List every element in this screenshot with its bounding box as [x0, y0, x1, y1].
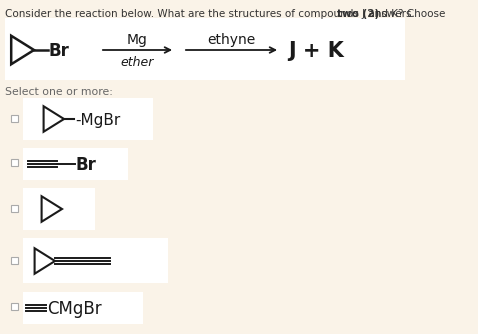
Text: answers.: answers.	[365, 9, 415, 19]
Bar	[23, 148, 128, 180]
Bar	[23, 238, 168, 283]
Bar	[11, 159, 18, 166]
Text: ethyne: ethyne	[207, 33, 256, 47]
Text: Br: Br	[76, 156, 97, 174]
Text: J + K: J + K	[288, 41, 344, 61]
Bar	[11, 303, 18, 310]
Text: Br: Br	[49, 42, 70, 60]
Bar	[23, 292, 143, 324]
Text: Consider the reaction below. What are the structures of compounds J and K? Choos: Consider the reaction below. What are th…	[5, 9, 449, 19]
Bar	[23, 98, 153, 140]
Bar	[23, 188, 95, 230]
Text: Select one or more:: Select one or more:	[5, 87, 113, 97]
Text: ether: ether	[121, 55, 154, 68]
Text: two (2): two (2)	[337, 9, 379, 19]
Bar	[11, 205, 18, 212]
Text: CMgBr: CMgBr	[47, 300, 102, 318]
Bar	[5, 18, 405, 80]
Text: -MgBr: -MgBr	[75, 113, 120, 128]
Bar	[11, 115, 18, 122]
Bar	[11, 257, 18, 264]
Text: Mg: Mg	[127, 33, 148, 47]
